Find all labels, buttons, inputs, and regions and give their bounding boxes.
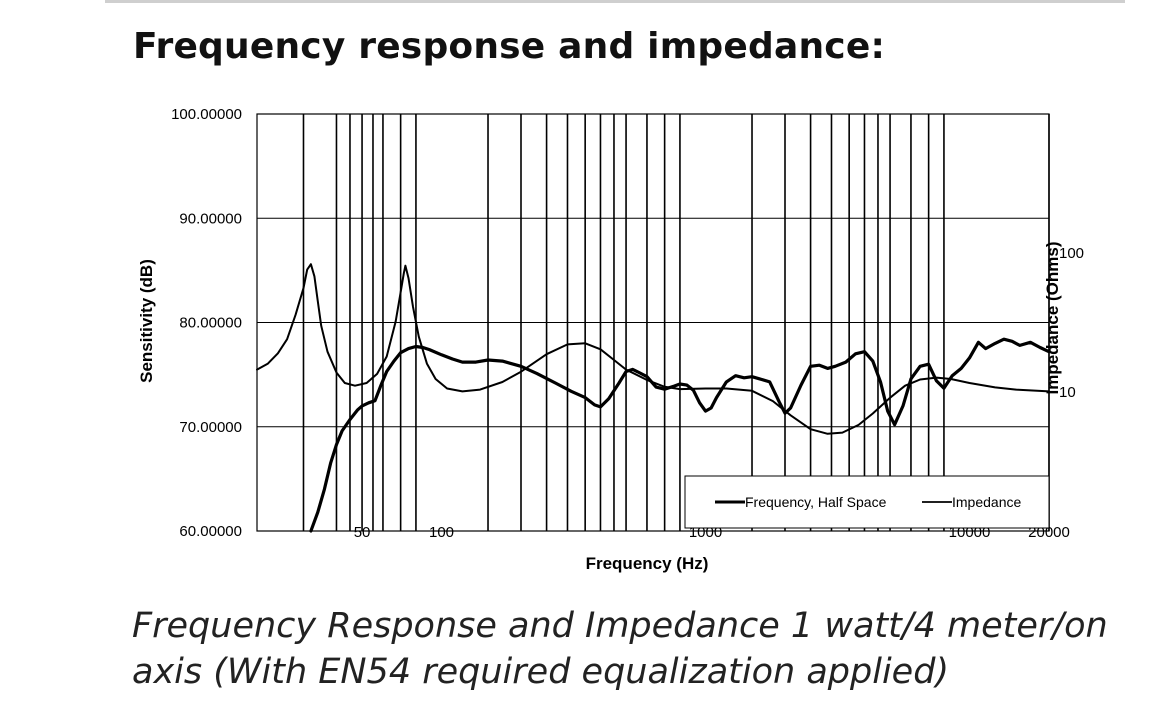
y-axis-title: Sensitivity (dB) (137, 259, 156, 383)
y-tick-label: 60.00000 (179, 523, 242, 540)
y-tick-label: 100.00000 (171, 106, 242, 123)
chart-legend: Frequency, Half Space Impedance (684, 475, 1050, 529)
frequency-response-chart: 60.00000 70.00000 80.00000 90.00000 100.0000… (137, 106, 1084, 573)
x-tick-label: 50 (354, 524, 371, 541)
y-tick-label: 70.00000 (179, 419, 242, 436)
y-tick-label: 90.00000 (179, 210, 242, 227)
series-line-impedance (256, 263, 1050, 435)
series-line-frequency-half-space (309, 337, 1051, 533)
y-tick-label: 80.00000 (179, 315, 242, 332)
y2-tick-label: 100 (1059, 245, 1084, 262)
plot-area-border (256, 113, 1050, 532)
top-divider (105, 0, 1125, 3)
legend-box (684, 475, 1050, 529)
chart-grid (257, 113, 1050, 531)
y2-tick-label: 10 (1059, 384, 1076, 401)
x-axis-title: Frequency (Hz) (586, 554, 709, 573)
legend-label-impedance: Impedance (952, 494, 1021, 510)
legend-label-frequency: Frequency, Half Space (745, 494, 887, 510)
x-tick-label: 100 (429, 524, 454, 541)
chart-series (256, 263, 1051, 533)
chart-ticks: 60.00000 70.00000 80.00000 90.00000 100.0000… (171, 106, 1084, 541)
y2-axis-title: Impedance (Ohms) (1043, 241, 1062, 394)
figure-caption: Frequency Response and Impedance 1 watt/… (132, 606, 1108, 692)
page-heading: Frequency response and impedance: (133, 26, 886, 67)
